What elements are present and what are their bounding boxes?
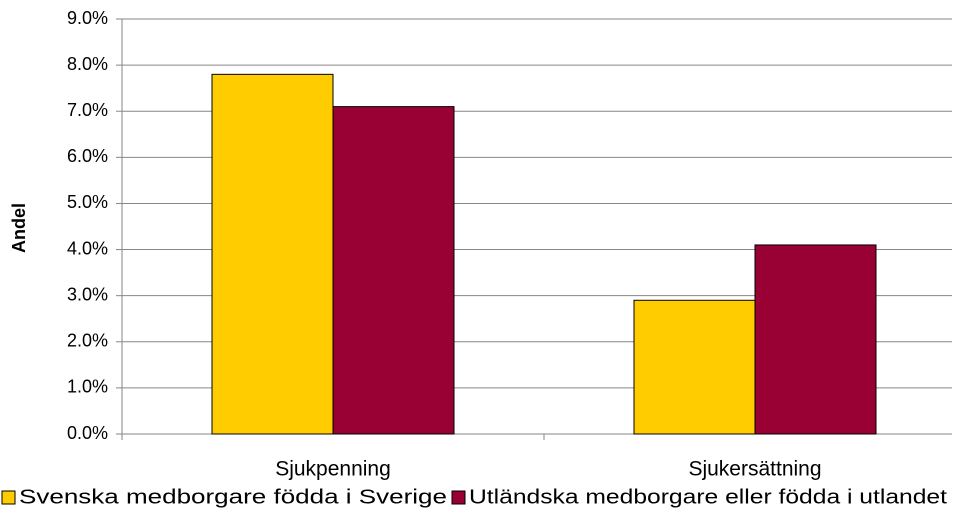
bar (633, 299, 756, 435)
y-tick-label: 8.0% (67, 54, 108, 74)
legend-label: Utländska medborgare eller födda i utlan… (469, 486, 948, 508)
y-tick-label: 0.0% (67, 423, 108, 443)
y-tick-label: 3.0% (67, 284, 108, 304)
y-tick-label: 5.0% (67, 192, 108, 212)
bar (211, 73, 334, 435)
y-tick-label: 1.0% (67, 377, 108, 397)
bar (754, 244, 877, 435)
y-tick-label: 2.0% (67, 331, 108, 351)
legend-swatch (451, 490, 466, 505)
bar (332, 106, 455, 435)
legend-swatch (1, 490, 16, 505)
x-tick-label: Sjukersättning (688, 458, 821, 481)
y-tick-label: 7.0% (67, 100, 108, 120)
y-tick-label: 6.0% (67, 146, 108, 166)
y-tick-label: 4.0% (67, 238, 108, 258)
y-tick-label: 9.0% (67, 8, 108, 28)
x-tick-label: Sjukpenning (275, 458, 391, 481)
legend-label: Svenska medborgare födda i Sverige (19, 486, 447, 508)
y-axis-label: Andel (9, 203, 29, 253)
